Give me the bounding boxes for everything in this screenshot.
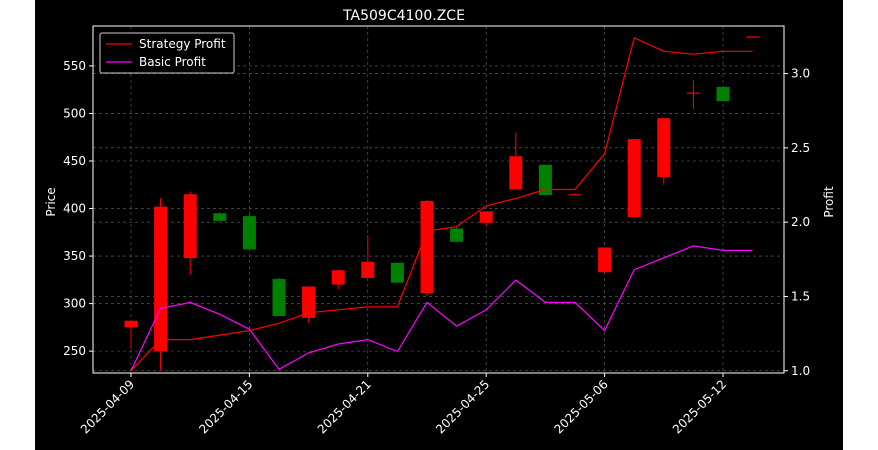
- candle-body: [242, 216, 256, 250]
- candle-body: [538, 164, 552, 196]
- candle-body: [154, 206, 168, 352]
- y-tick-label: 500: [63, 106, 86, 120]
- x-tick-label: 2025-05-12: [670, 377, 729, 436]
- x-tick-label: 2025-04-15: [196, 377, 255, 436]
- y2-tick-label: 2.5: [791, 141, 810, 155]
- y-tick-label: 250: [63, 344, 86, 358]
- y-tick-label: 550: [63, 59, 86, 73]
- candle-body: [598, 247, 612, 273]
- candle-body: [272, 278, 286, 316]
- chart-figure: TA509C4100.ZCE Price Profit 250 300 350 400…: [35, 0, 843, 450]
- candle-body: [361, 261, 375, 278]
- candle-body: [657, 118, 671, 178]
- candle-body: [302, 286, 316, 318]
- y2-tick-label: 1.5: [791, 289, 810, 303]
- x-tick-label: 2025-04-09: [78, 377, 137, 436]
- y2-tick-label: 1.0: [791, 364, 810, 378]
- chart-svg: TA509C4100.ZCE Price Profit 250 300 350 400…: [44, 8, 836, 436]
- candle-body: [509, 156, 523, 190]
- candles: [124, 36, 760, 371]
- candle-body: [450, 228, 464, 242]
- x-tick-label: 2025-04-25: [433, 377, 492, 436]
- candle-body: [183, 194, 197, 258]
- candle-body: [568, 194, 582, 196]
- candle-body: [390, 262, 404, 283]
- candle-body: [213, 213, 227, 221]
- plot-frame: [92, 25, 785, 374]
- candle-body: [124, 320, 138, 328]
- x-tick-label: 2025-04-21: [315, 377, 374, 436]
- axes: 250 300 350 400 450 500 550 1.0 1.5 2.0 2.5 3.0 2025…: [63, 25, 810, 436]
- candle-body: [479, 211, 493, 223]
- candle-body: [331, 270, 345, 285]
- y-tick-label: 400: [63, 202, 86, 216]
- legend-label-basic: Basic Profit: [139, 55, 206, 69]
- y-axis-label: Price: [44, 187, 58, 216]
- strategy-profit-line: [130, 37, 753, 372]
- candle-body: [420, 200, 434, 294]
- profit-lines: [130, 37, 753, 372]
- legend: Strategy Profit Basic Profit: [99, 32, 235, 74]
- y2-tick-label: 2.0: [791, 215, 810, 229]
- legend-box: [99, 32, 235, 74]
- candle-body: [627, 139, 641, 218]
- y-tick-label: 350: [63, 249, 86, 263]
- y-tick-label: 450: [63, 154, 86, 168]
- y2-tick-label: 3.0: [791, 67, 810, 81]
- candle-body: [746, 36, 760, 38]
- y-tick-label: 300: [63, 297, 86, 311]
- candle-body: [716, 86, 730, 102]
- y2-axis-label: Profit: [822, 186, 836, 218]
- basic-profit-line: [130, 245, 753, 372]
- legend-label-strategy: Strategy Profit: [139, 37, 226, 51]
- chart-title: TA509C4100.ZCE: [342, 8, 465, 24]
- x-tick-label: 2025-05-06: [552, 377, 611, 436]
- candle-body: [686, 92, 700, 94]
